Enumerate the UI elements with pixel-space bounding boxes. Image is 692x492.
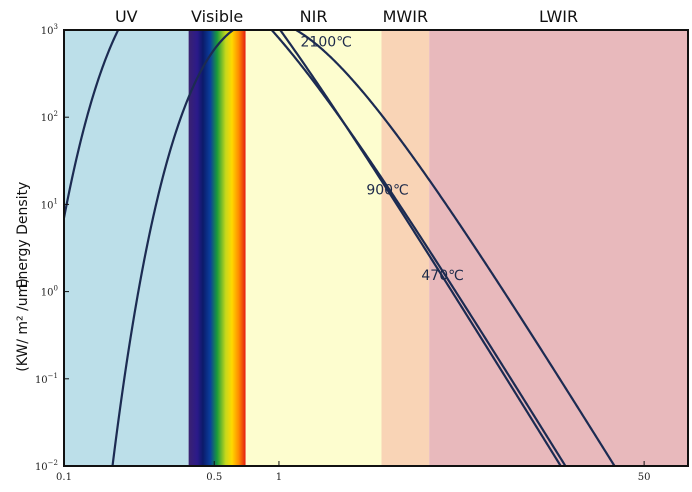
y-axis-label: Energy Density <box>15 182 31 289</box>
y-tick-label: 100 <box>41 285 58 299</box>
curve-label-3: 470℃ <box>421 268 463 284</box>
curves <box>64 30 616 466</box>
band-nir <box>245 30 382 466</box>
y-axis-units: (KW/ m² /um) <box>15 278 31 372</box>
y-tick-label: 10−2 <box>35 459 58 473</box>
band-label-nir: NIR <box>300 7 328 26</box>
curve-labels: 2100℃ 900℃ 470℃ <box>301 34 464 284</box>
y-tick-label: 102 <box>41 110 58 124</box>
band-label-visible: Visible <box>191 7 243 26</box>
curve-900c <box>64 30 567 466</box>
x-tick-label: 1 <box>276 472 282 483</box>
band-mwir <box>381 30 430 466</box>
curve-470c <box>278 30 563 466</box>
x-tick-label: 0.1 <box>56 472 72 483</box>
band-labels: UV Visible NIR MWIR LWIR <box>115 7 578 26</box>
band-lwir <box>429 30 688 466</box>
band-label-mwir: MWIR <box>383 7 428 26</box>
curve-label-2: 900℃ <box>366 182 408 198</box>
band-label-lwir: LWIR <box>539 7 578 26</box>
band-uv <box>64 30 189 466</box>
y-tick-label: 10−1 <box>35 372 58 386</box>
y-ticks: 103 102 101 100 10−1 10−2 <box>35 23 69 473</box>
curve-2100c <box>111 30 616 466</box>
x-tick-label: 50 <box>638 472 651 483</box>
band-visible <box>188 30 246 466</box>
x-ticks: 0.1 0.5 1 50 <box>56 461 650 483</box>
x-tick-label: 0.5 <box>206 472 222 483</box>
y-tick-label: 103 <box>41 23 58 37</box>
band-label-uv: UV <box>115 7 138 26</box>
curve-label-1: 2100℃ <box>301 34 352 50</box>
plot-frame <box>63 29 689 467</box>
spectral-bands <box>64 30 688 466</box>
y-tick-label: 101 <box>41 197 58 211</box>
